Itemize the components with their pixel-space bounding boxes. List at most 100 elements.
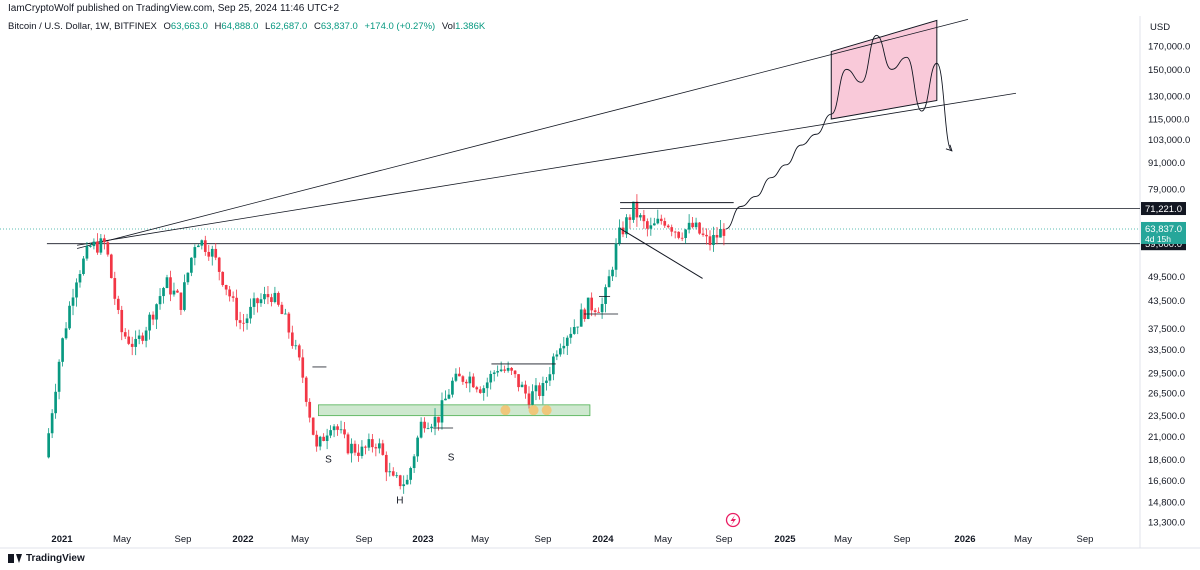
candle-body <box>482 388 486 393</box>
lightning-bolt-icon <box>730 515 736 526</box>
candle-body <box>426 428 430 430</box>
candle-body <box>419 421 423 438</box>
candle-body <box>465 381 468 384</box>
candle-body <box>148 314 151 331</box>
currency-label[interactable]: USD <box>1150 22 1171 33</box>
high-label: H <box>214 21 222 32</box>
candle-body <box>639 215 642 218</box>
candle-body <box>290 332 294 346</box>
x-tick-label: 2025 <box>774 534 796 545</box>
candle-body <box>158 296 162 305</box>
candle-body <box>604 287 607 304</box>
x-tick-label: May <box>1014 534 1032 545</box>
change-value: +174.0 (+0.27%) <box>364 21 436 32</box>
x-tick-label: Sep <box>535 534 552 545</box>
candle-body <box>141 335 144 341</box>
candle-body <box>503 369 506 371</box>
x-tick-label: Sep <box>716 534 733 545</box>
candle-body <box>64 328 68 339</box>
candle-body <box>398 475 402 487</box>
candle-body <box>593 310 597 312</box>
candle-body <box>172 290 176 295</box>
candle-body <box>416 437 419 457</box>
candle-body <box>471 376 475 388</box>
candle-body <box>618 227 621 244</box>
candle-body <box>190 257 193 273</box>
candle-body <box>221 271 225 286</box>
candle-body <box>722 228 726 236</box>
candle-body <box>336 426 339 430</box>
tradingview-footer[interactable]: TradingView <box>8 553 85 564</box>
candle-body <box>284 313 287 315</box>
candle-body <box>635 201 639 218</box>
x-tick-label: May <box>471 534 489 545</box>
symbol-name[interactable]: Bitcoin / U.S. Dollar, 1W, BITFINEX <box>8 21 157 32</box>
pivot-marker <box>500 405 511 416</box>
candle-body <box>646 221 649 229</box>
candle-body <box>256 298 259 304</box>
candle-body <box>517 374 520 388</box>
candle-body <box>712 234 715 246</box>
candle-body <box>531 391 534 405</box>
close-label: C <box>313 21 321 32</box>
candle-body <box>558 348 562 355</box>
y-tick-label: 103,000.0 <box>1148 135 1190 146</box>
candle-body <box>308 401 312 418</box>
candle-body <box>123 332 127 337</box>
level-label-box <box>1141 202 1186 216</box>
candle-body <box>304 377 308 402</box>
candle-body <box>318 436 322 447</box>
tradingview-logo-icon <box>8 554 22 563</box>
candle-body <box>165 277 169 289</box>
y-tick-label: 29,500.0 <box>1148 369 1185 380</box>
candle-body <box>632 201 635 220</box>
candle-body <box>61 338 64 362</box>
pattern-label: S <box>448 452 455 463</box>
pattern-label: H <box>396 495 403 506</box>
candle-body <box>200 240 204 246</box>
candle-body <box>144 330 148 341</box>
candle-body <box>548 374 552 381</box>
x-tick-label: May <box>654 534 672 545</box>
candle-body <box>99 238 103 253</box>
candle-body <box>217 257 221 272</box>
candle-body <box>447 394 451 399</box>
candle-body <box>137 335 141 339</box>
candle-body <box>315 434 319 447</box>
candle-body <box>332 426 336 431</box>
candle-body <box>203 240 207 252</box>
y-tick-label: 79,000.0 <box>1148 185 1185 196</box>
candle-body <box>210 248 214 257</box>
candle-body <box>346 434 350 454</box>
upper-trendline <box>76 19 969 249</box>
candle-body <box>412 456 416 469</box>
candle-body <box>541 383 545 396</box>
candle-body <box>169 277 172 295</box>
candle-body <box>527 393 531 405</box>
candle-body <box>176 290 179 293</box>
y-tick-label: 13,300.0 <box>1148 518 1185 529</box>
candle-body <box>496 371 500 373</box>
candle-body <box>405 479 409 485</box>
pattern-label: S <box>325 454 332 465</box>
candle-body <box>179 292 183 310</box>
x-tick-label: 2021 <box>51 534 73 545</box>
candle-body <box>294 345 298 347</box>
candle-body <box>371 439 374 448</box>
candle-body <box>590 297 593 311</box>
candle-body <box>524 384 527 394</box>
candle-body <box>155 304 158 320</box>
y-tick-label: 115,000.0 <box>1148 115 1190 126</box>
y-tick-label: 43,500.0 <box>1148 296 1185 307</box>
candle-body <box>57 361 61 392</box>
candle-body <box>458 373 461 377</box>
candle-body <box>273 292 277 302</box>
y-tick-label: 14,800.0 <box>1148 498 1185 509</box>
lower-trendline <box>77 92 1017 246</box>
candle-body <box>54 391 57 414</box>
candle-body <box>343 429 346 435</box>
candle-body <box>621 227 625 235</box>
y-tick-label: 21,000.0 <box>1148 432 1185 443</box>
candle-body <box>228 289 231 297</box>
